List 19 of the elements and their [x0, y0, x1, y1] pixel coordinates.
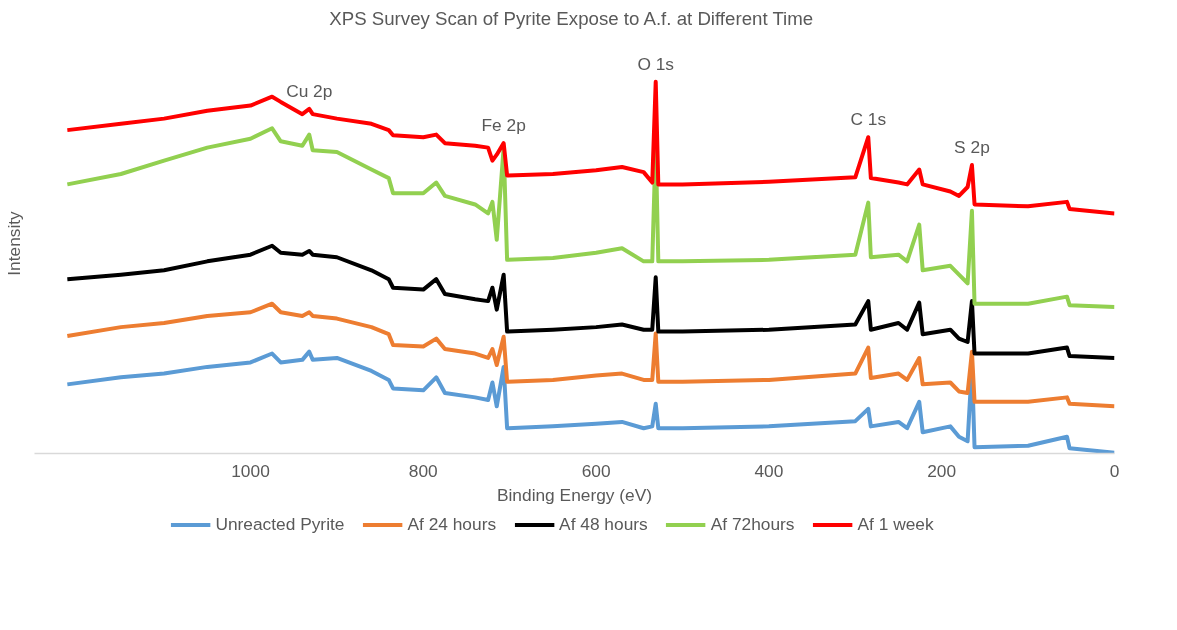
chart-title: XPS Survey Scan of Pyrite Expose to A.f. at Different Time — [329, 7, 814, 29]
x-tick-label: 400 — [754, 460, 784, 481]
annotation: Fe 2p — [481, 115, 526, 136]
annotation: C 1s — [850, 109, 887, 130]
legend-label: Af 24 hours — [407, 513, 497, 535]
annotation: O 1s — [637, 53, 675, 74]
x-tick-label: 0 — [1109, 460, 1120, 481]
legend-label: Af 72hours — [710, 513, 795, 535]
legend-label: Af 1 week — [857, 513, 934, 535]
x-axis-title: Binding Energy (eV) — [496, 484, 653, 505]
x-tick-label: 600 — [581, 460, 611, 481]
x-tick-label: 200 — [927, 460, 957, 481]
x-tick-label: 1000 — [231, 460, 270, 481]
annotation: Cu 2p — [286, 80, 333, 101]
legend-label: Unreacted Pyrite — [215, 513, 345, 535]
legend-label: Af 48 hours — [559, 513, 648, 535]
x-tick-label: 800 — [408, 460, 438, 481]
annotation: S 2p — [954, 137, 990, 158]
y-axis-title: Intensity — [3, 210, 24, 276]
